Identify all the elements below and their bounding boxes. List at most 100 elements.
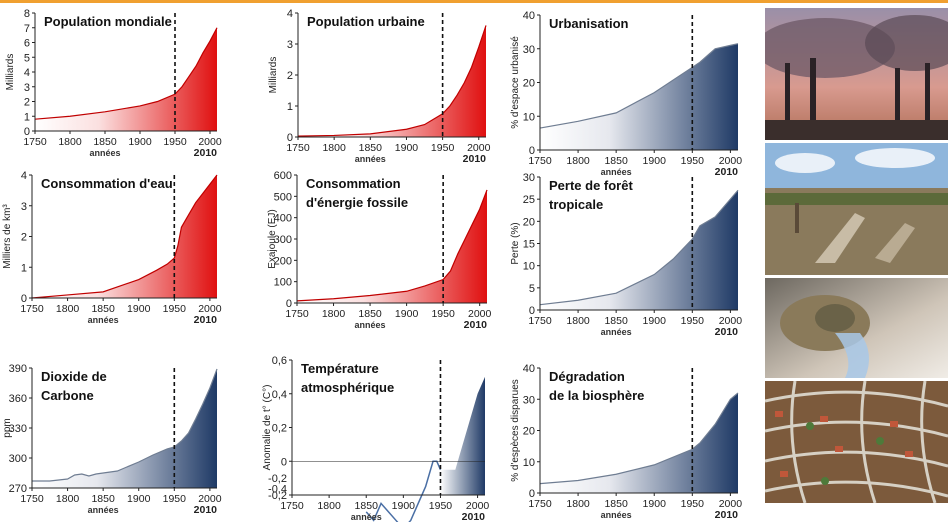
y-tick-label: 3 xyxy=(24,82,30,94)
x-tick-label: 1900 xyxy=(392,500,416,512)
x-tick-label: 1900 xyxy=(127,303,151,315)
chart-title: Population mondiale xyxy=(44,14,172,29)
y-tick-label: 600 xyxy=(274,170,292,182)
chart-7: 270 300 330 360 390 1750 1800 1850 1900 1950 20002… xyxy=(2,363,222,516)
y-axis-label: Exajoule (EJ) xyxy=(267,209,278,268)
x-tick-label: 1850 xyxy=(355,500,379,512)
x-tick-label: 1950 xyxy=(431,308,455,320)
chart-line xyxy=(32,368,218,482)
y-tick-label: 3 xyxy=(21,201,27,213)
y-tick-label: 200 xyxy=(274,255,292,267)
y-tick-label: 10 xyxy=(523,261,535,273)
x-tick-label: 1950 xyxy=(681,498,705,510)
x-tick-label: 1800 xyxy=(56,303,80,315)
y-tick-label: 40 xyxy=(523,10,535,22)
y-tick-label: 100 xyxy=(274,277,292,289)
y-tick-label: 40 xyxy=(523,363,535,375)
x-end-label: 2010 xyxy=(464,319,488,331)
chart-8: -0,2 0 0,2 0,4 0,6 -0,2-0,4 1750 1800 1850 1900 19… xyxy=(262,355,489,522)
chart-area xyxy=(440,376,485,495)
suburb-aerial-image xyxy=(765,381,948,503)
y-tick-label: 7 xyxy=(24,23,30,35)
x-tick-label: 2000 xyxy=(467,142,491,154)
y-tick-label: 5 xyxy=(529,283,535,295)
y-tick-label: 400 xyxy=(274,213,292,225)
y-tick-label: 20 xyxy=(523,78,535,90)
y-tick-label: 20 xyxy=(523,426,535,438)
chart-title: atmosphérique xyxy=(301,380,394,395)
y-tick-label: 15 xyxy=(523,239,535,251)
y-tick-label: 8 xyxy=(24,8,30,20)
chart-title: Dioxide de xyxy=(41,369,107,384)
y-tick-label: -0,2 xyxy=(268,473,287,485)
y-axis-label: Anomalie de t° (C°) xyxy=(262,385,273,471)
x-end-label: 2010 xyxy=(463,153,487,165)
x-tick-label: 1750 xyxy=(280,500,304,512)
x-tick-label: 1800 xyxy=(317,500,341,512)
y-tick-label: 2 xyxy=(287,70,293,82)
chart-title: Consommation d'eau xyxy=(41,176,173,191)
turtle-plastic-image xyxy=(765,278,948,378)
chart-area xyxy=(540,190,738,310)
x-tick-label: 1900 xyxy=(395,142,419,154)
x-tick-label: 1950 xyxy=(163,493,187,505)
x-tick-label: 1950 xyxy=(163,303,187,315)
x-axis-label: années xyxy=(89,148,120,158)
y-tick-label: 2 xyxy=(24,97,30,109)
chart-title: Urbanisation xyxy=(549,16,629,31)
y-tick-label: 1 xyxy=(287,101,293,113)
suburb-aerial-photo xyxy=(765,381,948,503)
x-tick-label: 1850 xyxy=(604,315,628,327)
x-tick-label: 2000 xyxy=(468,308,492,320)
y-tick-label: 0,2 xyxy=(272,423,287,435)
y-axis-label: % d'espèces disparues xyxy=(510,379,521,482)
top-accent-bar xyxy=(0,0,948,3)
x-tick-label: 1850 xyxy=(91,493,115,505)
x-tick-label: 1900 xyxy=(395,308,419,320)
x-tick-label: 1850 xyxy=(91,303,115,315)
x-axis-label: années xyxy=(355,320,386,330)
x-tick-label: 2000 xyxy=(466,500,490,512)
x-tick-label: 1950 xyxy=(429,500,453,512)
x-tick-label: 2000 xyxy=(198,303,222,315)
y-tick-label: 300 xyxy=(274,234,292,246)
y-tick-label: 3 xyxy=(287,39,293,51)
chart-area xyxy=(32,175,217,298)
x-tick-label: 1950 xyxy=(431,142,455,154)
chart-title: Dégradation xyxy=(549,369,625,384)
chart-line xyxy=(539,43,739,129)
y-axis-label: ppm xyxy=(2,418,13,437)
y-tick-label: 30 xyxy=(523,172,535,184)
y-tick-label: 30 xyxy=(523,44,535,56)
x-end-label: 2010 xyxy=(715,326,739,338)
x-axis-label: années xyxy=(601,327,632,337)
y-tick-label: 0 xyxy=(287,132,293,144)
x-tick-label: 1850 xyxy=(358,308,382,320)
x-end-label: 2010 xyxy=(194,504,218,516)
industrial-smoke-image xyxy=(765,8,948,140)
y-tick-label: 360 xyxy=(9,393,27,405)
x-end-label: 2010 xyxy=(715,509,739,521)
x-tick-label: 1800 xyxy=(322,142,346,154)
x-axis-label: années xyxy=(601,510,632,520)
y-tick-label: 0,6 xyxy=(272,355,287,367)
turtle-plastic-photo xyxy=(765,278,948,378)
y-tick-label: 330 xyxy=(9,423,27,435)
chart-6: 0 5 10 15 20 25 30 1750 1800 1850 1900 1950 20002010… xyxy=(510,172,742,338)
x-tick-label: 1900 xyxy=(128,136,152,148)
y-tick-label: 5 xyxy=(24,52,30,64)
y-tick-label: 10 xyxy=(523,111,535,123)
y-tick-label: 0 xyxy=(24,126,30,138)
chart-5: 0 100 200 300 400 500 600 1750 1800 1850 1900 1950 2… xyxy=(267,170,492,331)
x-tick-label: 1800 xyxy=(566,315,590,327)
y-tick-label: 4 xyxy=(287,8,293,20)
x-tick-label: 1950 xyxy=(681,315,705,327)
y-tick-label: 300 xyxy=(9,453,27,465)
y-tick-label: 20 xyxy=(523,216,535,228)
chart-line xyxy=(296,189,488,302)
